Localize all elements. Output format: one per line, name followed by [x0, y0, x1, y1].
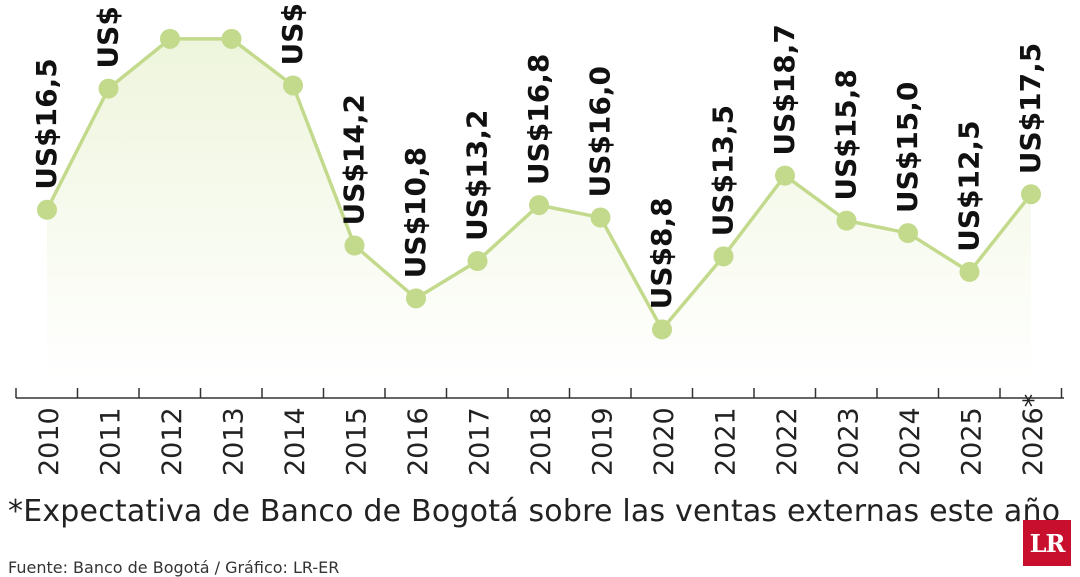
data-point — [37, 199, 57, 220]
x-tick-label: 2016 — [403, 407, 434, 476]
data-label: US$ — [92, 6, 125, 68]
x-tick-label: 2025 — [957, 407, 988, 476]
data-point — [406, 288, 426, 309]
x-tick-label: 2017 — [465, 407, 496, 476]
data-label: US$15,0 — [891, 82, 924, 213]
x-tick-label: 2014 — [280, 407, 311, 476]
data-point — [344, 235, 365, 256]
data-point — [959, 261, 980, 282]
data-label: US$16,8 — [522, 54, 555, 185]
x-tick-label: 2022 — [772, 407, 803, 476]
x-tick-label: 2018 — [526, 407, 557, 476]
data-point — [590, 207, 611, 228]
data-label: US$15,8 — [830, 69, 863, 200]
x-tick-label: 2020 — [649, 407, 680, 476]
data-point — [98, 78, 119, 99]
x-tick-label: 2010 — [34, 407, 65, 476]
data-point — [467, 251, 488, 272]
data-point — [898, 223, 918, 244]
data-label: US$14,2 — [338, 94, 371, 225]
data-label: US$17,5 — [1014, 43, 1047, 174]
data-label: US$10,8 — [399, 147, 432, 278]
x-tick-label: 2011 — [96, 407, 127, 476]
data-point — [160, 28, 180, 49]
x-tick-label: 2013 — [219, 407, 250, 476]
data-label: US$12,5 — [953, 120, 986, 251]
data-label: US$16,0 — [584, 66, 617, 197]
data-point — [529, 195, 549, 216]
data-point — [713, 246, 734, 267]
x-tick-label: 2026* — [1018, 394, 1049, 476]
data-point — [836, 210, 857, 231]
x-tick-label: 2015 — [342, 407, 373, 476]
data-label: US$18,7 — [768, 24, 801, 155]
source-credit: Fuente: Banco de Bogotá / Gráfico: LR-ER — [8, 558, 340, 577]
data-point — [221, 28, 242, 49]
data-label: US$16,5 — [30, 58, 63, 189]
data-point — [283, 75, 303, 96]
lr-logo: LR — [1023, 520, 1071, 566]
footnote: *Expectativa de Banco de Bogotá sobre la… — [8, 494, 1061, 529]
data-label: US$ — [276, 3, 309, 65]
data-label: US$13,2 — [461, 110, 494, 241]
x-tick-label: 2021 — [711, 407, 742, 476]
x-tick-label: 2024 — [895, 407, 926, 476]
x-tick-label: 2012 — [157, 407, 188, 476]
data-point — [652, 319, 672, 340]
x-tick-label: 2019 — [588, 407, 619, 476]
data-point — [775, 165, 795, 186]
line-chart: US$16,5 US$ US$ US$14,2 US$10,8 US$13,2 US$16,… — [15, 3, 1064, 476]
data-point — [1021, 184, 1041, 205]
data-label: US$13,5 — [707, 105, 740, 236]
data-label: US$8,8 — [645, 197, 678, 309]
x-tick-label: 2023 — [834, 407, 865, 476]
